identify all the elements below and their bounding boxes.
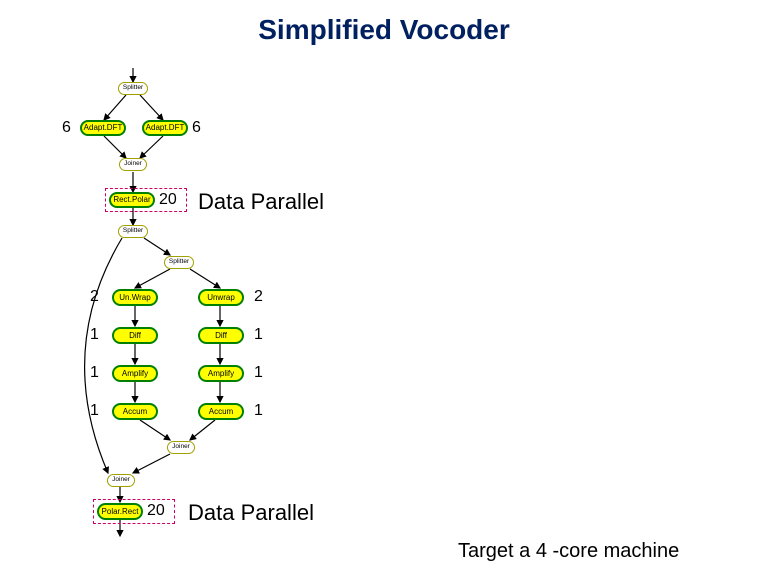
- amplify-left-count: 1: [90, 364, 99, 382]
- unwrap-right-node: Unwrap: [198, 289, 244, 306]
- accum-right-count: 1: [254, 402, 263, 420]
- data-parallel-label-1: Data Parallel: [198, 189, 324, 215]
- diff-right-count: 1: [254, 326, 263, 344]
- splitter-node-1: Splitter: [118, 82, 148, 95]
- accum-right-node: Accum: [198, 403, 244, 420]
- adaptdft-left-node: Adapt.DFT: [80, 120, 126, 136]
- arrow-layer: [0, 0, 768, 576]
- joiner-node-3: Joiner: [107, 474, 135, 487]
- rectpolar-dashbox: [105, 188, 187, 212]
- diff-left-count: 1: [90, 326, 99, 344]
- footer-text: Target a 4 -core machine: [458, 540, 679, 563]
- data-parallel-label-2: Data Parallel: [188, 500, 314, 526]
- adaptdft-left-count: 6: [62, 119, 71, 137]
- unwrap-left-count: 2: [90, 288, 99, 306]
- joiner-node-1: Joiner: [119, 158, 147, 171]
- unwrap-left-node: Un.Wrap: [112, 289, 158, 306]
- page-title: Simplified Vocoder: [0, 14, 768, 46]
- amplify-right-count: 1: [254, 364, 263, 382]
- joiner-node-2: Joiner: [167, 441, 195, 454]
- adaptdft-right-count: 6: [192, 119, 201, 137]
- unwrap-right-count: 2: [254, 288, 263, 306]
- amplify-right-node: Amplify: [198, 365, 244, 382]
- accum-left-node: Accum: [112, 403, 158, 420]
- splitter-node-3: Splitter: [164, 256, 194, 269]
- diff-right-node: Diff: [198, 327, 244, 344]
- diff-left-node: Diff: [112, 327, 158, 344]
- polarrect-dashbox: [93, 499, 175, 524]
- adaptdft-right-node: Adapt.DFT: [142, 120, 188, 136]
- amplify-left-node: Amplify: [112, 365, 158, 382]
- accum-left-count: 1: [90, 402, 99, 420]
- splitter-node-2: Splitter: [118, 225, 148, 238]
